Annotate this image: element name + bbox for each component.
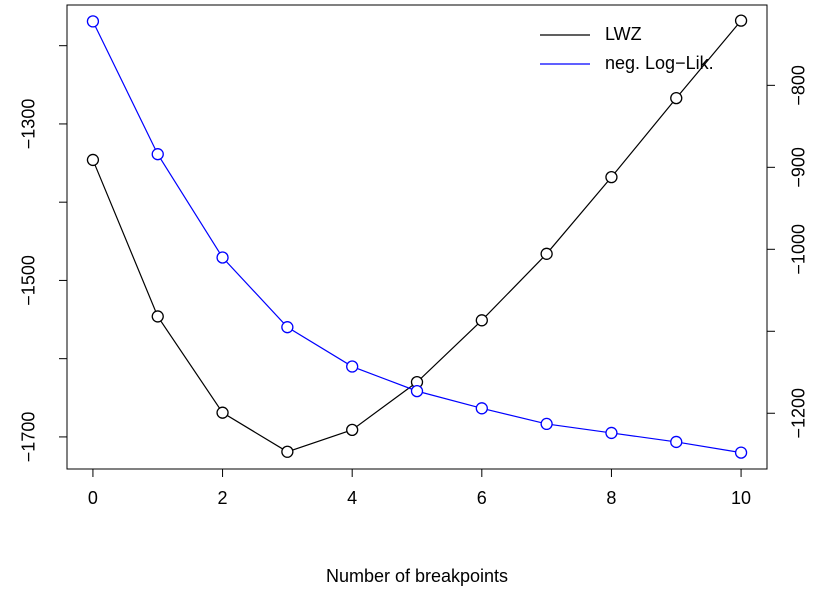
y2-tick-label: −800 xyxy=(789,65,809,106)
y2-tick-label: −1200 xyxy=(789,388,809,439)
y2-tick-label: −1000 xyxy=(789,224,809,275)
data-point xyxy=(670,91,683,105)
x-tick-label: 6 xyxy=(477,488,487,508)
data-point xyxy=(346,360,359,373)
x-tick-label: 8 xyxy=(606,488,616,508)
plot-frame xyxy=(66,4,768,470)
data-point xyxy=(346,423,359,437)
data-point xyxy=(216,406,229,419)
data-point xyxy=(86,153,100,167)
data-point xyxy=(86,15,100,28)
legend-label: neg. Log−Lik. xyxy=(605,53,714,73)
y-tick-label: −1700 xyxy=(19,412,39,463)
data-point xyxy=(410,384,424,398)
y-tick-label: −1500 xyxy=(19,255,39,306)
data-point xyxy=(281,321,294,334)
x-axis-label: Number of breakpoints xyxy=(326,566,508,586)
data-point xyxy=(216,251,229,264)
y-tick-label: −1300 xyxy=(19,99,39,150)
data-point xyxy=(151,310,164,323)
data-point xyxy=(605,170,618,184)
data-point xyxy=(475,402,488,415)
data-point xyxy=(540,247,553,260)
data-point xyxy=(151,148,164,161)
data-point xyxy=(605,426,618,440)
data-point xyxy=(281,445,294,458)
data-point xyxy=(540,417,553,431)
data-point xyxy=(734,446,748,459)
legend-label: LWZ xyxy=(605,24,642,44)
data-point xyxy=(734,14,748,27)
data-point xyxy=(670,435,683,449)
data-point xyxy=(475,314,488,327)
x-tick-label: 2 xyxy=(218,488,228,508)
x-tick-label: 4 xyxy=(347,488,357,508)
x-tick-label: 10 xyxy=(731,488,751,508)
x-tick-label: 0 xyxy=(88,488,98,508)
y2-tick-label: −900 xyxy=(789,147,809,188)
